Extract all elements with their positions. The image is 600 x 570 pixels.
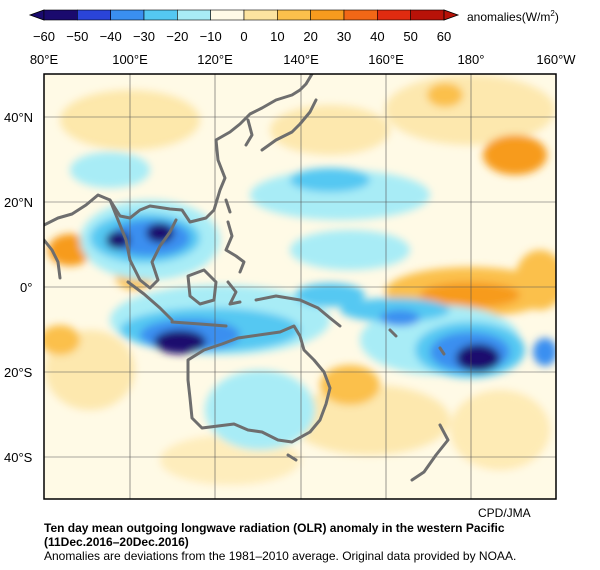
credit-text: CPD/JMA bbox=[478, 506, 531, 520]
colorbar-tick-label: −40 bbox=[100, 29, 122, 44]
olr-anomaly-map: 80°E 100°E 120°E 140°E 160°E 180° 160°W … bbox=[4, 52, 576, 500]
coastlines bbox=[44, 74, 450, 482]
lon-label-120e: 120°E bbox=[197, 52, 233, 67]
lon-label-160w: 160°W bbox=[536, 52, 576, 67]
korea bbox=[244, 118, 254, 147]
new-guinea bbox=[254, 294, 342, 328]
caption-note: Anomalies are deviations from the 1981–2… bbox=[44, 549, 517, 563]
lat-label-20s: 20°S bbox=[4, 365, 33, 380]
colorbar-tick-label: 50 bbox=[403, 29, 417, 44]
latitude-labels: 40°N 20°N 0° 20°S 40°S bbox=[4, 110, 33, 465]
borneo bbox=[186, 268, 218, 306]
java bbox=[170, 320, 228, 328]
new-zealand bbox=[410, 423, 450, 482]
colorbar-tick-label: −10 bbox=[200, 29, 222, 44]
longitude-labels: 80°E 100°E 120°E 140°E 160°E 180° 160°W bbox=[30, 52, 576, 67]
colorbar-tick-label: −20 bbox=[166, 29, 188, 44]
tasmania bbox=[286, 453, 298, 462]
lon-label-100e: 100°E bbox=[112, 52, 148, 67]
colorbar-tick-label: 0 bbox=[240, 29, 247, 44]
colorbar-tick-label: 40 bbox=[370, 29, 384, 44]
sumatra bbox=[126, 280, 174, 322]
lat-label-40n: 40°N bbox=[4, 110, 33, 125]
colorbar-arrow-high bbox=[443, 9, 460, 21]
taiwan bbox=[224, 198, 232, 214]
lon-label-140e: 140°E bbox=[283, 52, 319, 67]
colorbar-tick-label: −60 bbox=[33, 29, 55, 44]
caption: Ten day mean outgoing longwave radiation… bbox=[44, 521, 516, 563]
colorbar-tick-labels: −60 −50 −40 −30 −20 −10 0 10 20 30 40 50 60 bbox=[33, 29, 451, 44]
australia bbox=[186, 324, 332, 444]
colorbar-tick-label: 30 bbox=[337, 29, 351, 44]
asia-coastline bbox=[44, 74, 314, 227]
colorbar-unit-label: anomalies(W/m2) bbox=[467, 9, 559, 24]
colorbar-bins bbox=[28, 9, 460, 21]
sulawesi bbox=[226, 280, 242, 306]
india-east-coast bbox=[44, 238, 62, 280]
anomaly-field bbox=[44, 75, 556, 485]
lat-label-0: 0° bbox=[20, 280, 32, 295]
graticule bbox=[44, 74, 556, 499]
colorbar-tick-label: −30 bbox=[133, 29, 155, 44]
map-frame bbox=[43, 73, 557, 500]
lat-label-20n: 20°N bbox=[4, 195, 33, 210]
lat-label-40s: 40°S bbox=[4, 450, 33, 465]
caption-title: Ten day mean outgoing longwave radiation… bbox=[44, 521, 505, 535]
lon-label-180: 180° bbox=[458, 52, 485, 67]
colorbar: −60 −50 −40 −30 −20 −10 0 10 20 30 40 50 60 anomalie… bbox=[28, 9, 559, 44]
lon-label-160e: 160°E bbox=[368, 52, 404, 67]
lon-label-80e: 80°E bbox=[30, 52, 59, 67]
colorbar-tick-label: −50 bbox=[66, 29, 88, 44]
japan bbox=[260, 98, 318, 152]
colorbar-tick-label: 60 bbox=[437, 29, 451, 44]
pacific-islands bbox=[388, 328, 446, 356]
philippines bbox=[224, 220, 246, 274]
caption-period: (11Dec.2016–20Dec.2016) bbox=[44, 535, 189, 549]
colorbar-tick-label: 10 bbox=[270, 29, 284, 44]
indochina-peninsula bbox=[108, 198, 178, 290]
colorbar-tick-label: 20 bbox=[303, 29, 317, 44]
